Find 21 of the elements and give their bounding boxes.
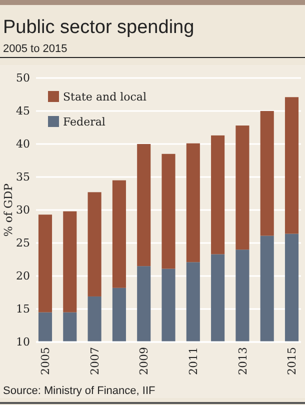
x-tick-label: 2011 [187,347,200,375]
y-tick-label: 25 [16,236,30,250]
y-tick-label: 20 [16,270,30,283]
y-tick-label: 50 [16,72,30,85]
chart-title: Public sector spending [3,17,194,38]
y-tick-label: 15 [16,302,30,316]
y-tick-label: 35 [16,170,30,184]
legend-label: Federal [63,116,106,128]
x-tick-label: 2015 [286,347,299,375]
x-tick-label: 2013 [236,347,250,375]
x-tick-label: 2009 [138,347,151,375]
x-tick-label: 2007 [88,347,102,375]
y-tick-label: 45 [16,104,30,118]
chart-subtitle: 2005 to 2015 [3,43,68,55]
y-tick-label: 10 [16,336,30,349]
y-tick-label: 40 [16,138,30,151]
x-tick-label: 2005 [39,347,52,375]
y-axis-title: % of GDP [2,182,15,237]
legend-label: State and local [63,90,147,104]
source-note: Source: Ministry of Finance, IIF [3,385,156,397]
y-tick-label: 30 [16,204,30,217]
